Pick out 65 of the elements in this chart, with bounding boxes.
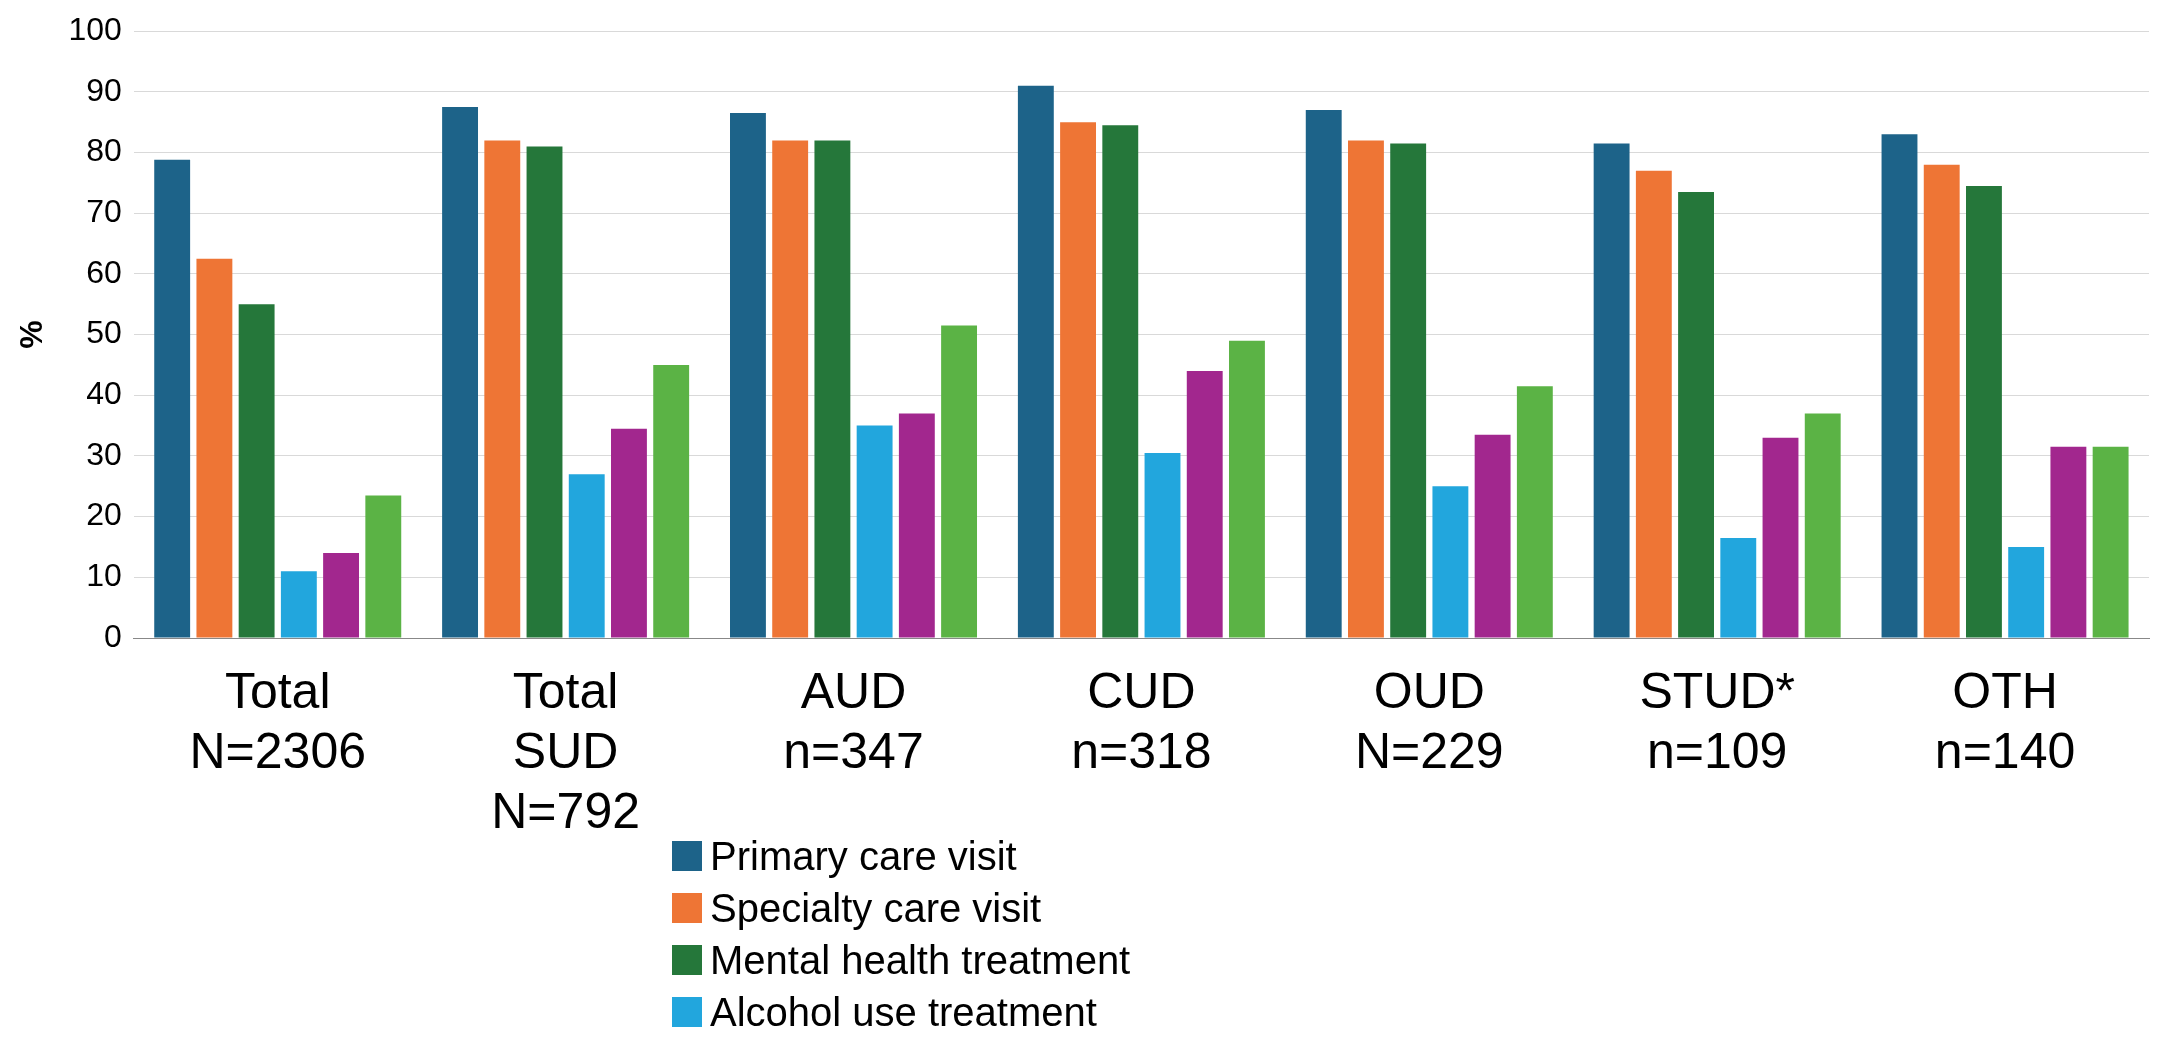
y-tick-label: 0 xyxy=(103,617,122,654)
bar xyxy=(1635,170,1672,638)
y-tick-label: 30 xyxy=(86,435,122,472)
bar xyxy=(1102,125,1139,638)
bar xyxy=(238,304,275,638)
bar xyxy=(1144,452,1181,638)
legend-label: Mental health treatment xyxy=(710,937,1131,984)
x-tick-label: AUD n=347 xyxy=(783,662,924,779)
bar xyxy=(898,413,935,638)
y-tick-label: 60 xyxy=(86,253,122,290)
bar xyxy=(2092,446,2129,638)
y-axis-title: % xyxy=(13,320,50,349)
x-tick-label: Total N=2306 xyxy=(189,662,367,779)
x-tick-label: OUD N=229 xyxy=(1354,662,1504,779)
y-tick-label: 90 xyxy=(86,71,122,108)
bar xyxy=(1720,537,1757,638)
y-tick-label: 50 xyxy=(86,314,122,351)
y-tick-label: 80 xyxy=(86,132,122,169)
bar xyxy=(1804,413,1841,638)
bar xyxy=(568,474,605,638)
bar xyxy=(653,364,690,638)
bar xyxy=(772,140,809,638)
bar xyxy=(856,425,893,638)
bar xyxy=(365,495,402,638)
bar xyxy=(1229,340,1265,638)
bar xyxy=(1923,164,1960,638)
bar xyxy=(1593,143,1630,638)
bar xyxy=(323,553,360,638)
bar xyxy=(1474,434,1511,638)
bar xyxy=(2008,546,2045,638)
bar xyxy=(1060,122,1097,638)
bar xyxy=(1678,192,1714,638)
legend-label: Specialty care visit xyxy=(710,885,1042,932)
bar xyxy=(154,159,191,638)
bar xyxy=(941,325,978,638)
bar xyxy=(1881,134,1918,638)
x-tick-label: OTH n=140 xyxy=(1934,662,2076,779)
bar xyxy=(526,146,563,638)
x-tick-label: STUD* n=109 xyxy=(1639,662,1795,779)
bar xyxy=(730,113,766,638)
x-tick-label: Total SUD N=792 xyxy=(491,662,640,839)
y-tick-label: 10 xyxy=(86,557,122,594)
bar xyxy=(280,571,317,638)
bar xyxy=(1516,386,1553,638)
y-tick-label: 40 xyxy=(86,375,122,412)
x-tick-label: CUD n=318 xyxy=(1071,662,1212,779)
bar xyxy=(196,258,233,638)
bar xyxy=(442,107,479,638)
bar xyxy=(1017,85,1054,638)
y-tick-label: 20 xyxy=(86,496,122,533)
legend-label: Primary care visit xyxy=(710,833,1017,880)
legend-label: Alcohol use treatment xyxy=(710,989,1097,1036)
bar xyxy=(484,140,521,638)
y-tick-label: 100 xyxy=(68,11,122,48)
bar xyxy=(1390,143,1427,638)
bar xyxy=(814,140,851,638)
bar xyxy=(1305,110,1342,638)
bar xyxy=(1966,185,2002,638)
bar xyxy=(1186,371,1223,638)
bar xyxy=(2050,446,2087,638)
bar xyxy=(611,428,647,638)
bar xyxy=(1432,486,1469,638)
bar xyxy=(1348,140,1384,638)
y-tick-label: 70 xyxy=(86,193,122,230)
bar xyxy=(1762,437,1799,638)
